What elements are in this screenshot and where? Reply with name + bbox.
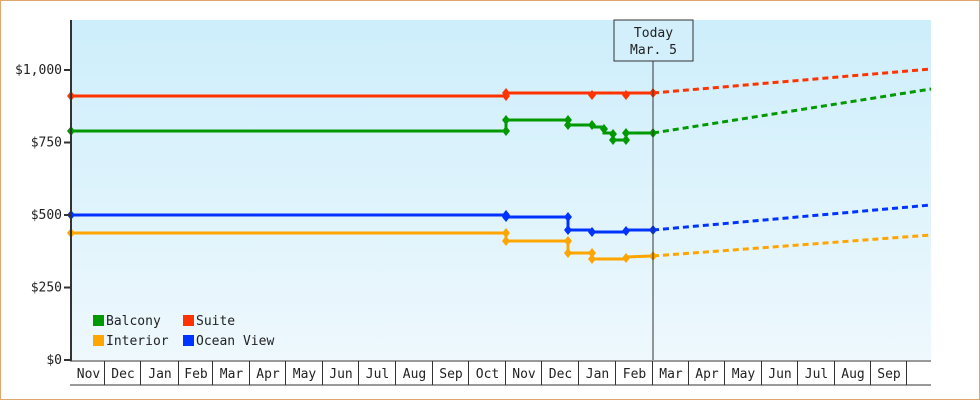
legend: Balcony Suite Interior Ocean View <box>93 314 274 349</box>
y-tick-label: $250 <box>31 281 62 296</box>
price-point[interactable] <box>502 126 510 136</box>
price-point[interactable] <box>502 228 510 238</box>
price-point[interactable] <box>502 236 510 246</box>
legend-label: Interior <box>106 334 169 349</box>
x-month-label: Mar <box>220 367 244 382</box>
y-tick-label: $0 <box>46 353 62 368</box>
price-point[interactable] <box>609 135 617 145</box>
plot-area <box>71 20 931 360</box>
series-balcony <box>67 87 932 145</box>
x-month-label: Nov <box>77 367 101 382</box>
x-month-label: Oct <box>476 367 499 382</box>
price-point[interactable] <box>564 120 572 130</box>
x-month-label: Dec <box>111 367 134 382</box>
price-point[interactable] <box>588 254 596 264</box>
today-label-line2: Mar. 5 <box>630 43 677 58</box>
x-month-label: Jun <box>768 367 791 382</box>
price-point[interactable] <box>588 90 596 100</box>
today-label-line1: Today <box>634 26 673 41</box>
price-point[interactable] <box>564 236 572 246</box>
price-point[interactable] <box>502 88 510 98</box>
x-month-label: Dec <box>549 367 572 382</box>
price-point[interactable] <box>588 120 596 130</box>
forecast-line <box>652 203 932 232</box>
y-tick-label: $1,000 <box>15 63 62 78</box>
series-layer <box>67 67 932 264</box>
price-point[interactable] <box>564 248 572 258</box>
x-month-label: Sep <box>439 367 463 382</box>
price-line <box>71 91 653 98</box>
price-point[interactable] <box>600 124 608 134</box>
price-point[interactable] <box>622 226 630 236</box>
price-point[interactable] <box>502 115 510 125</box>
x-month-label: May <box>293 367 317 382</box>
series-interior <box>67 228 932 264</box>
series-suite <box>67 67 932 101</box>
forecast-line <box>652 233 932 258</box>
y-tick-label: $500 <box>31 208 62 223</box>
price-point[interactable] <box>564 212 572 222</box>
legend-swatch <box>93 335 104 346</box>
x-month-label: Apr <box>695 367 719 382</box>
legend-swatch <box>183 315 194 326</box>
x-month-label: Feb <box>623 367 647 382</box>
price-point[interactable] <box>622 128 630 138</box>
y-tick-label: $750 <box>31 136 62 151</box>
today-label-box <box>613 19 694 62</box>
x-axis: Nov Dec Jan Feb Mar Apr May Jun Jul Aug Sep Oct Nov D… <box>70 360 931 386</box>
forecast-line <box>652 67 932 95</box>
x-month-label: Jan <box>586 367 609 382</box>
x-month-label: Feb <box>184 367 208 382</box>
price-point[interactable] <box>622 135 630 145</box>
legend-label: Suite <box>196 314 235 329</box>
today-marker: Today Mar. 5 <box>613 19 694 360</box>
price-point[interactable] <box>588 248 596 258</box>
price-point[interactable] <box>622 253 630 263</box>
price-point[interactable] <box>588 227 596 237</box>
price-point[interactable] <box>502 212 510 222</box>
legend-swatch <box>183 335 194 346</box>
x-month-label: Mar <box>659 367 683 382</box>
legend-label: Balcony <box>106 314 161 329</box>
x-month-label: Nov <box>512 367 536 382</box>
x-month-label: Jan <box>148 367 171 382</box>
price-point[interactable] <box>564 225 572 235</box>
x-month-label: May <box>732 367 756 382</box>
x-month-label: Jun <box>329 367 352 382</box>
x-month-label: Jul <box>366 367 389 382</box>
price-point[interactable] <box>622 90 630 100</box>
x-month-label: Jul <box>805 367 828 382</box>
x-month-label: Apr <box>256 367 280 382</box>
x-month-label: Aug <box>841 367 864 382</box>
x-month-label: Aug <box>403 367 426 382</box>
forecast-line <box>652 87 932 135</box>
series-ocean-view <box>67 203 932 237</box>
price-point[interactable] <box>609 129 617 139</box>
y-axis: $0 $250 $500 $750 $1,000 <box>15 20 72 368</box>
legend-label: Ocean View <box>196 334 274 349</box>
legend-swatch <box>93 315 104 326</box>
x-month-label: Sep <box>877 367 901 382</box>
